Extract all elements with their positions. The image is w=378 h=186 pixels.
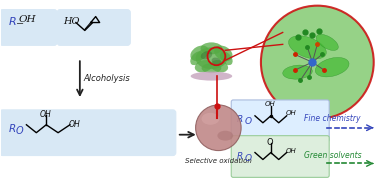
- Text: HO: HO: [63, 17, 79, 25]
- Text: $\it{O}$: $\it{O}$: [244, 152, 253, 163]
- Text: OH: OH: [265, 101, 275, 107]
- Ellipse shape: [191, 46, 209, 61]
- Text: $\it{O}$: $\it{O}$: [14, 124, 24, 136]
- Text: Alcoholysis: Alcoholysis: [84, 74, 130, 83]
- Ellipse shape: [201, 51, 212, 60]
- FancyBboxPatch shape: [231, 100, 329, 142]
- Ellipse shape: [211, 60, 228, 72]
- Text: $\it{R}$: $\it{R}$: [8, 122, 16, 134]
- Text: OH: OH: [19, 15, 36, 24]
- Text: Green solvents: Green solvents: [304, 151, 362, 160]
- Ellipse shape: [195, 60, 212, 72]
- Ellipse shape: [196, 105, 241, 150]
- Text: $\it{O}$: $\it{O}$: [244, 115, 253, 126]
- Ellipse shape: [220, 51, 232, 65]
- FancyBboxPatch shape: [0, 110, 176, 155]
- Ellipse shape: [201, 63, 222, 73]
- Ellipse shape: [214, 46, 232, 61]
- Ellipse shape: [217, 131, 233, 141]
- Ellipse shape: [316, 34, 338, 50]
- Text: OH: OH: [286, 147, 296, 154]
- Text: $-$: $-$: [14, 17, 24, 27]
- Text: OH: OH: [69, 120, 81, 129]
- FancyBboxPatch shape: [57, 10, 130, 45]
- Ellipse shape: [191, 72, 232, 81]
- Text: $\it{R}$: $\it{R}$: [236, 113, 243, 124]
- FancyBboxPatch shape: [0, 10, 57, 45]
- Ellipse shape: [201, 113, 219, 125]
- Text: $\it{R}$: $\it{R}$: [8, 15, 16, 27]
- Ellipse shape: [190, 51, 203, 65]
- FancyBboxPatch shape: [231, 136, 329, 177]
- Ellipse shape: [315, 57, 349, 77]
- Text: Selective oxidation: Selective oxidation: [185, 158, 252, 163]
- Text: Fine chemistry: Fine chemistry: [304, 114, 361, 123]
- Ellipse shape: [283, 65, 312, 79]
- Ellipse shape: [212, 57, 221, 65]
- Text: $\it{R}$: $\it{R}$: [236, 150, 243, 161]
- Ellipse shape: [196, 47, 227, 69]
- Ellipse shape: [201, 42, 222, 54]
- Text: O: O: [266, 138, 273, 147]
- Text: OH: OH: [286, 110, 296, 116]
- Circle shape: [261, 6, 374, 119]
- Ellipse shape: [288, 36, 326, 59]
- Text: OH: OH: [39, 110, 51, 119]
